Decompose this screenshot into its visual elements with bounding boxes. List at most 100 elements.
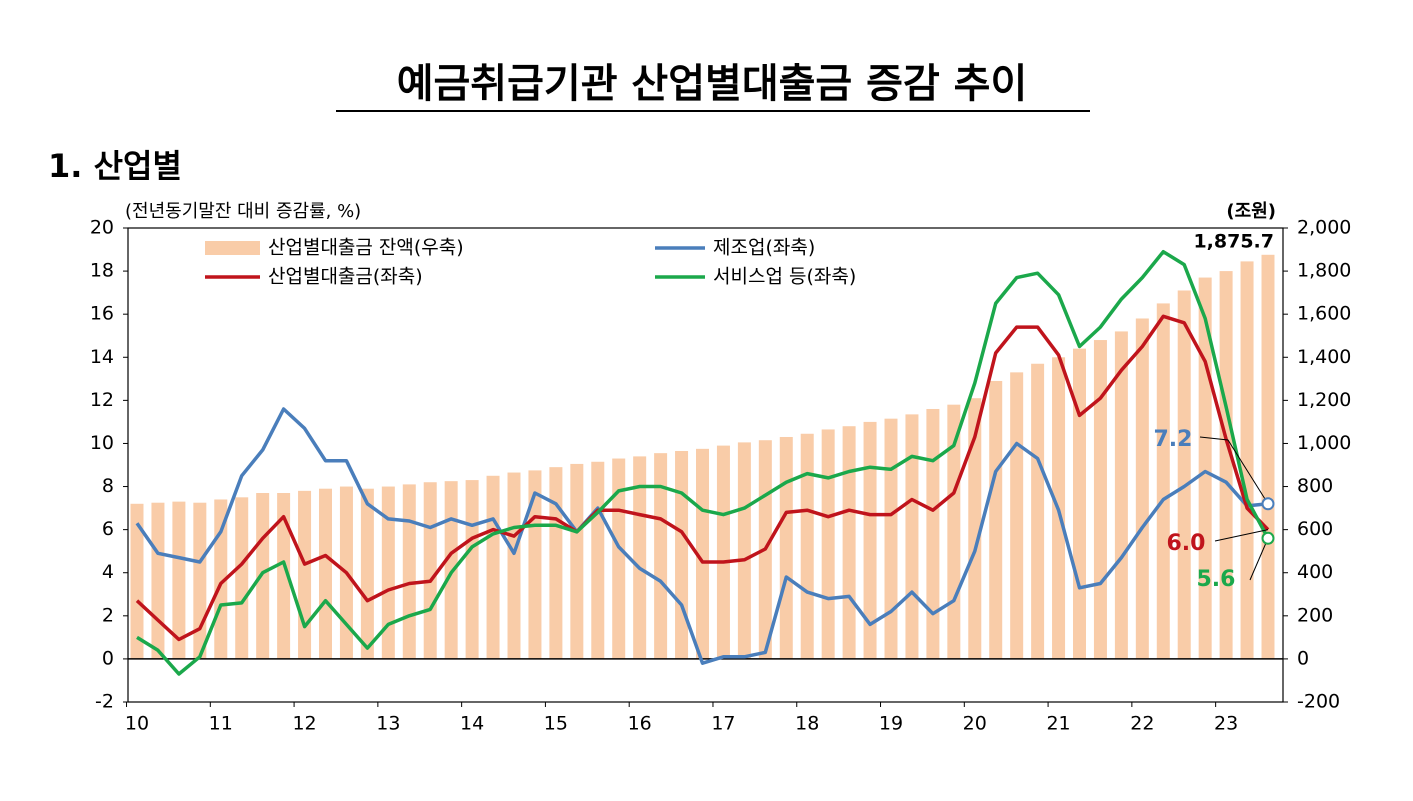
- leader-line: [1199, 436, 1269, 505]
- x-tick-label: 20: [963, 713, 987, 735]
- y2-tick-label: 2,000: [1297, 217, 1351, 239]
- bar: [298, 490, 312, 659]
- y2-tick-label: -200: [1297, 691, 1340, 713]
- y-tick-label: 4: [102, 561, 114, 583]
- x-tick-label: 12: [292, 713, 316, 735]
- bar: [633, 456, 647, 659]
- y-tick-label: 0: [102, 647, 114, 669]
- bar: [1031, 363, 1045, 659]
- bar: [235, 497, 249, 659]
- bar: [1073, 348, 1086, 659]
- x-tick-label: 19: [879, 713, 903, 735]
- bar: [486, 475, 500, 659]
- y2-tick-label: 800: [1297, 475, 1333, 497]
- bar: [381, 486, 395, 659]
- x-tick-label: 13: [376, 713, 400, 735]
- bar: [256, 493, 270, 659]
- y-tick-label: 10: [90, 432, 114, 454]
- bar: [863, 421, 877, 659]
- bar: [1177, 290, 1191, 659]
- bar: [465, 480, 479, 659]
- y2-tick-label: 0: [1297, 647, 1309, 669]
- x-tick-label: 15: [544, 713, 568, 735]
- bar: [130, 503, 144, 659]
- bar: [570, 463, 584, 659]
- bar: [172, 501, 186, 659]
- bar: [1010, 372, 1024, 659]
- bar: [528, 470, 542, 659]
- y2-tick-label: 600: [1297, 518, 1333, 540]
- bar: [1114, 331, 1128, 659]
- x-tick-label: 17: [711, 713, 735, 735]
- bar: [968, 398, 982, 659]
- y-tick-label: 12: [90, 389, 114, 411]
- bar: [507, 472, 521, 659]
- y-tick-label: 6: [102, 518, 114, 540]
- y-tick-label: -2: [95, 691, 114, 713]
- bar: [591, 461, 605, 659]
- x-tick-label: 11: [209, 713, 233, 735]
- y2-tick-label: 200: [1297, 604, 1333, 626]
- bar: [423, 482, 437, 659]
- x-tick-label: 23: [1214, 713, 1238, 735]
- bar: [277, 493, 291, 659]
- y-tick-label: 16: [90, 303, 114, 325]
- bar: [821, 429, 835, 659]
- y2-tick-label: 1,800: [1297, 260, 1351, 282]
- x-tick-label: 22: [1130, 713, 1154, 735]
- bar: [1219, 271, 1233, 659]
- y-tick-label: 2: [102, 604, 114, 626]
- y-tick-label: 18: [90, 260, 114, 282]
- x-tick-label: 21: [1046, 713, 1070, 735]
- y-tick-label: 14: [90, 346, 114, 368]
- y2-tick-label: 1,200: [1297, 389, 1351, 411]
- bar: [842, 426, 856, 659]
- bar: [549, 467, 563, 659]
- end-marker: [1261, 531, 1275, 545]
- value-label: 7.2: [1154, 427, 1193, 452]
- bar: [402, 484, 416, 659]
- x-tick-label: 10: [125, 713, 149, 735]
- x-tick-label: 14: [460, 713, 484, 735]
- y2-tick-label: 1,600: [1297, 303, 1351, 325]
- y2-axis-label: (조원): [1226, 201, 1276, 222]
- line-series: [135, 314, 1270, 642]
- value-label: 5.6: [1197, 567, 1236, 592]
- bar: [675, 450, 689, 659]
- bar: [737, 442, 751, 659]
- value-label: 6.0: [1167, 531, 1206, 556]
- bar: [151, 502, 165, 659]
- bar: [926, 408, 940, 659]
- bar: [193, 502, 207, 659]
- line-series: [136, 249, 1270, 676]
- bar: [1135, 318, 1149, 659]
- bar: [989, 380, 1003, 659]
- y2-tick-label: 400: [1297, 561, 1333, 583]
- bar: [905, 414, 919, 659]
- bar: [1156, 303, 1170, 659]
- bar: [1240, 261, 1254, 659]
- chart-title: 예금취급기관 산업별대출금 증감 추이: [397, 61, 1028, 107]
- legend-label: 서비스업 등(좌축): [713, 266, 856, 288]
- bar: [716, 445, 730, 659]
- legend-label: 제조업(좌축): [713, 237, 815, 259]
- bar: [1093, 340, 1107, 659]
- bar: [1261, 254, 1275, 659]
- bar: [779, 436, 793, 659]
- line-series: [135, 407, 1269, 665]
- bar: [654, 453, 668, 659]
- value-label: 1,875.7: [1193, 231, 1274, 253]
- y-axis-label: (전년동기말잔 대비 증감률, %): [125, 201, 361, 222]
- bar: [696, 448, 709, 659]
- end-marker: [1261, 497, 1275, 511]
- y2-tick-label: 1,400: [1297, 346, 1351, 368]
- bar: [800, 433, 814, 659]
- y2-tick-label: 1,000: [1297, 432, 1351, 454]
- leader-line: [1214, 529, 1269, 542]
- y-tick-label: 20: [90, 217, 114, 239]
- bar: [884, 418, 898, 659]
- x-tick-label: 16: [628, 713, 652, 735]
- x-tick-label: 18: [795, 713, 819, 735]
- y-tick-label: 8: [102, 475, 114, 497]
